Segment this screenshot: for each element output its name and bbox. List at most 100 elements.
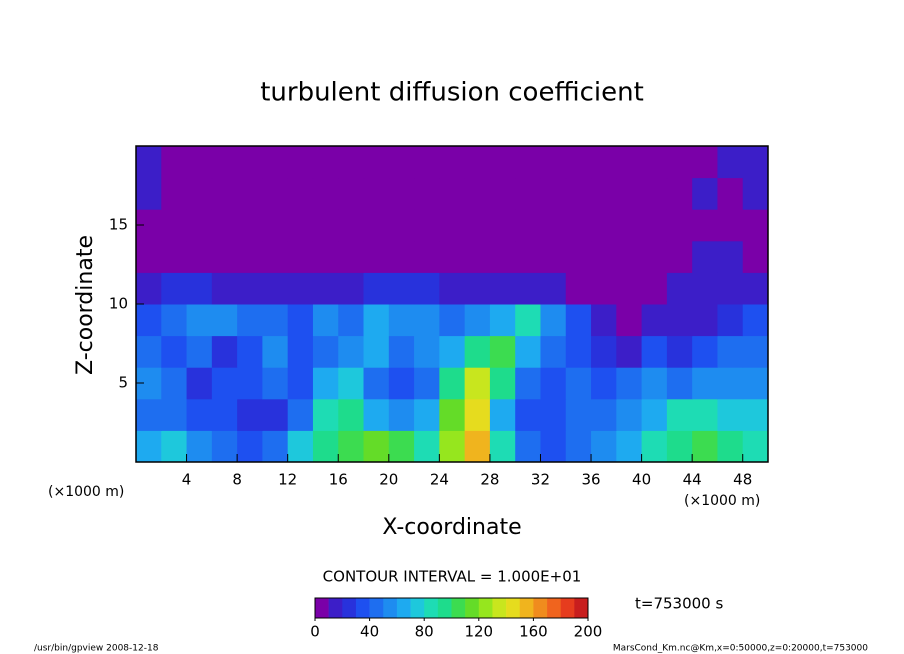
x-tick-label: 40 [632, 471, 651, 489]
heat-cell [388, 335, 415, 368]
heat-cell [565, 240, 592, 273]
heat-cell [464, 177, 491, 210]
heat-cell [692, 398, 718, 431]
heat-cell [287, 367, 314, 400]
heat-cell [211, 430, 238, 463]
heat-cell [591, 430, 617, 463]
heat-cell [262, 367, 289, 400]
heat-cell [161, 240, 188, 273]
colorbar-box [533, 598, 548, 618]
heat-cell [161, 430, 188, 463]
heat-cell [161, 367, 188, 400]
heat-cell [161, 335, 188, 368]
heat-cell [211, 304, 238, 337]
heat-cell [388, 430, 415, 463]
heat-cell [591, 367, 617, 400]
heat-cell [262, 146, 289, 179]
heat-cell [237, 430, 263, 463]
heat-cell [489, 430, 516, 463]
heat-cell [287, 272, 314, 305]
colorbar-frame [314, 597, 589, 619]
colorbar-box [547, 598, 561, 618]
x-tick-label: 4 [182, 471, 192, 489]
heat-cell [161, 272, 188, 305]
heat-cell [692, 430, 718, 463]
x-tick-label: 36 [581, 471, 600, 489]
heat-cell [186, 367, 213, 400]
heat-cell [388, 398, 415, 431]
heat-cell [186, 398, 213, 431]
y-axis-label: Z-coordinate [73, 235, 98, 375]
heat-cell [616, 146, 643, 179]
heat-cell [742, 335, 769, 368]
heat-cell [540, 146, 567, 179]
heat-cell [692, 304, 718, 337]
heat-cell [565, 430, 592, 463]
heat-cell [742, 367, 769, 400]
heat-cell [692, 146, 718, 179]
heat-cell [489, 209, 516, 242]
heat-cell [338, 430, 365, 463]
heat-cell [237, 272, 263, 305]
heat-cell [591, 177, 617, 210]
heat-cell [565, 209, 592, 242]
heat-cell [338, 335, 365, 368]
heat-cell [312, 367, 339, 400]
heat-cell [136, 304, 162, 337]
heat-cell [136, 177, 162, 210]
heat-cell [312, 177, 339, 210]
heat-cell [363, 146, 390, 179]
colorbar-box [492, 598, 507, 618]
time-label: t=753000 s [635, 595, 723, 613]
colorbar-box [437, 598, 452, 618]
colorbar-box [369, 598, 384, 618]
heat-cell [565, 177, 592, 210]
heat-cell [262, 209, 289, 242]
colorbar-box [506, 598, 521, 618]
heat-cell [692, 272, 718, 305]
heat-cell [692, 177, 718, 210]
heat-cell [717, 430, 744, 463]
heat-cell [363, 398, 390, 431]
x-tick-label: 20 [379, 471, 398, 489]
heat-cell [515, 304, 541, 337]
colorbar-tick-label: 120 [464, 623, 493, 641]
heat-cell [186, 240, 213, 273]
colorbar-box [465, 598, 480, 618]
x-tick-label: 24 [430, 471, 449, 489]
heat-cell [338, 209, 365, 242]
x-tick-label: 44 [683, 471, 702, 489]
heat-cell [641, 367, 668, 400]
heat-cell [237, 398, 263, 431]
colorbar-tick-label: 200 [574, 623, 603, 641]
heat-cell [540, 209, 567, 242]
heat-cell [186, 430, 213, 463]
heat-cell [591, 398, 617, 431]
heat-cell [540, 398, 567, 431]
heat-cell [616, 240, 643, 273]
heat-cell [641, 272, 668, 305]
heat-cell [287, 177, 314, 210]
heat-cell [591, 209, 617, 242]
heat-cell [414, 240, 440, 273]
y-tick-label: 5 [118, 374, 128, 392]
heat-cell [363, 430, 390, 463]
heat-cell [338, 240, 365, 273]
heat-cell [489, 146, 516, 179]
heat-cell [464, 209, 491, 242]
heat-cell [565, 304, 592, 337]
heat-cell [439, 367, 466, 400]
heat-cell [515, 177, 541, 210]
colorbar-box [424, 598, 439, 618]
heat-cell [489, 240, 516, 273]
heat-cell [211, 240, 238, 273]
heat-cell [237, 367, 263, 400]
heat-cell [439, 398, 466, 431]
heat-cell [338, 146, 365, 179]
heat-cell [338, 304, 365, 337]
heat-cell [565, 398, 592, 431]
heat-cell [616, 398, 643, 431]
heat-cell [363, 367, 390, 400]
heat-cell [565, 335, 592, 368]
x-unit-label: (×1000 m) [684, 493, 760, 509]
